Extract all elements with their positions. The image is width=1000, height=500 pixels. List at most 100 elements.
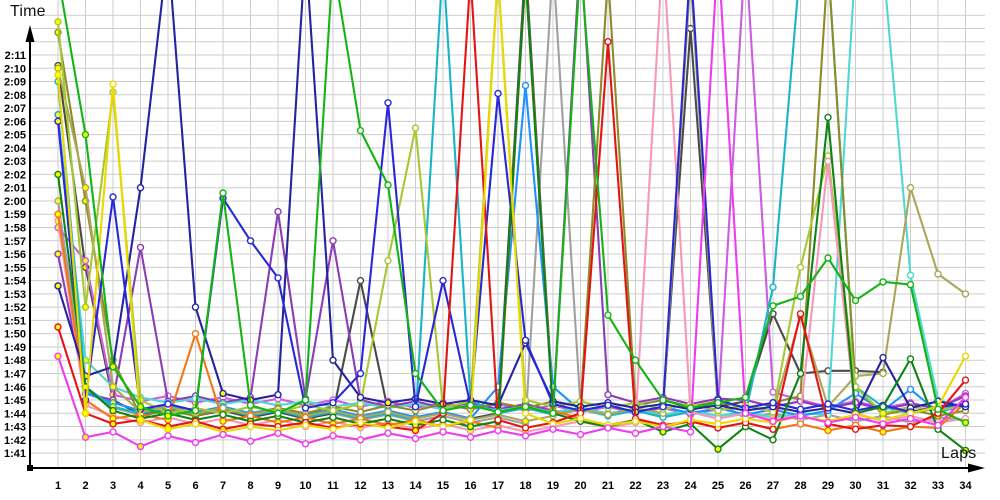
data-point-magenta — [109, 428, 117, 436]
y-tick-label: 2:05 — [4, 130, 26, 142]
data-point-darkgray — [686, 24, 695, 33]
data-point-green — [796, 292, 805, 301]
data-point-magenta — [576, 430, 585, 439]
data-point-red — [906, 422, 915, 431]
data-point-purple — [329, 237, 337, 245]
data-point-navy — [879, 353, 887, 362]
data-point-red — [54, 323, 62, 331]
data-point-yellow — [631, 417, 640, 425]
data-point-darkgray — [356, 276, 365, 285]
data-point-red — [411, 426, 420, 435]
data-point-blue — [54, 117, 62, 126]
series-plot-area — [54, 0, 970, 455]
data-point-blue — [109, 193, 117, 201]
data-point-blue — [824, 400, 832, 408]
data-point-yellow — [411, 417, 420, 425]
y-tick-label: 1:42 — [4, 435, 26, 447]
axes — [25, 25, 985, 473]
data-point-yellowgreen — [879, 409, 887, 417]
x-tick-label: 32 — [904, 480, 916, 492]
y-tick-label: 1:55 — [4, 262, 26, 274]
data-point-magenta — [219, 430, 227, 439]
data-point-red — [604, 38, 612, 46]
data-point-yellowgreen — [796, 263, 805, 271]
data-point-magenta — [796, 412, 805, 420]
data-point-magenta — [879, 420, 887, 428]
x-tick-label: 16 — [464, 480, 476, 492]
y-tick-label: 2:04 — [4, 143, 27, 155]
x-tick-label: 11 — [327, 480, 339, 492]
data-point-magenta — [411, 434, 420, 443]
data-point-darkgreen — [906, 355, 915, 363]
data-point-yellow — [329, 425, 337, 433]
series-line-green — [61, 0, 966, 424]
data-point-cyan — [769, 283, 777, 291]
data-point-magenta — [301, 440, 310, 448]
data-point-purple — [136, 243, 145, 252]
x-tick-label: 34 — [959, 480, 972, 492]
data-point-yellowgreen — [54, 18, 62, 26]
data-point-green — [191, 406, 200, 415]
x-tick-label: 33 — [932, 480, 944, 492]
data-point-blue — [439, 276, 447, 285]
data-point-green — [466, 401, 475, 409]
x-tick-label: 8 — [247, 480, 253, 492]
x-tick-label: 26 — [739, 480, 751, 492]
y-tick-label: 2:03 — [4, 156, 26, 168]
data-point-green — [356, 126, 365, 135]
y-tick-label: 2:10 — [4, 63, 26, 75]
data-point-orange — [219, 417, 227, 425]
data-point-khaki — [961, 290, 970, 298]
data-point-yellow — [466, 416, 475, 424]
data-point-green — [384, 181, 392, 189]
y-tick-label: 1:58 — [4, 223, 26, 235]
data-point-magenta — [356, 436, 365, 444]
data-point-green — [934, 405, 942, 413]
data-point-red — [851, 425, 860, 433]
data-point-red — [796, 310, 805, 318]
y-tick-label: 2:09 — [4, 77, 26, 89]
data-point-khaki — [521, 417, 530, 425]
y-tick-label: 1:51 — [4, 315, 26, 327]
data-point-magenta — [439, 428, 447, 436]
y-tick-label: 1:43 — [4, 422, 26, 434]
x-tick-label: 25 — [712, 480, 724, 492]
data-point-yellowgreen — [411, 124, 420, 132]
y-tick-label: 2:00 — [4, 196, 26, 208]
data-point-magenta — [631, 429, 640, 437]
data-point-red — [109, 420, 117, 428]
x-tick-label: 9 — [275, 480, 281, 492]
data-point-magenta — [686, 428, 695, 436]
y-tick-label: 1:48 — [4, 355, 26, 367]
x-tick-label: 22 — [629, 480, 641, 492]
series-line-pink — [56, 0, 966, 433]
data-point-green — [961, 418, 970, 427]
x-tick-label: 6 — [192, 480, 198, 492]
data-point-magenta — [604, 424, 612, 432]
data-point-magenta — [934, 421, 942, 429]
data-point-dodgerblue — [906, 385, 915, 394]
data-point-green — [906, 280, 915, 289]
data-point-purple — [274, 207, 282, 216]
data-point-red — [494, 416, 502, 424]
data-point-orange — [796, 420, 805, 428]
data-point-magenta — [961, 393, 970, 402]
data-point-gray — [54, 197, 62, 205]
y-tick-label: 1:41 — [4, 448, 26, 460]
data-point-magenta — [521, 432, 530, 440]
data-point-green — [81, 130, 90, 139]
data-point-darkgreen — [769, 436, 777, 444]
axis-origin-marker — [27, 465, 33, 471]
data-point-green — [521, 403, 530, 411]
data-point-magenta — [466, 433, 475, 441]
data-point-khaki — [54, 64, 62, 73]
data-point-magenta — [824, 418, 832, 427]
data-point-yellow — [356, 418, 365, 427]
data-point-green — [549, 409, 557, 417]
data-point-khaki — [109, 383, 117, 391]
data-point-magenta — [274, 429, 282, 437]
data-point-green — [439, 406, 447, 415]
data-point-darkgreen — [466, 422, 475, 431]
y-tick-label: 2:07 — [4, 103, 26, 115]
